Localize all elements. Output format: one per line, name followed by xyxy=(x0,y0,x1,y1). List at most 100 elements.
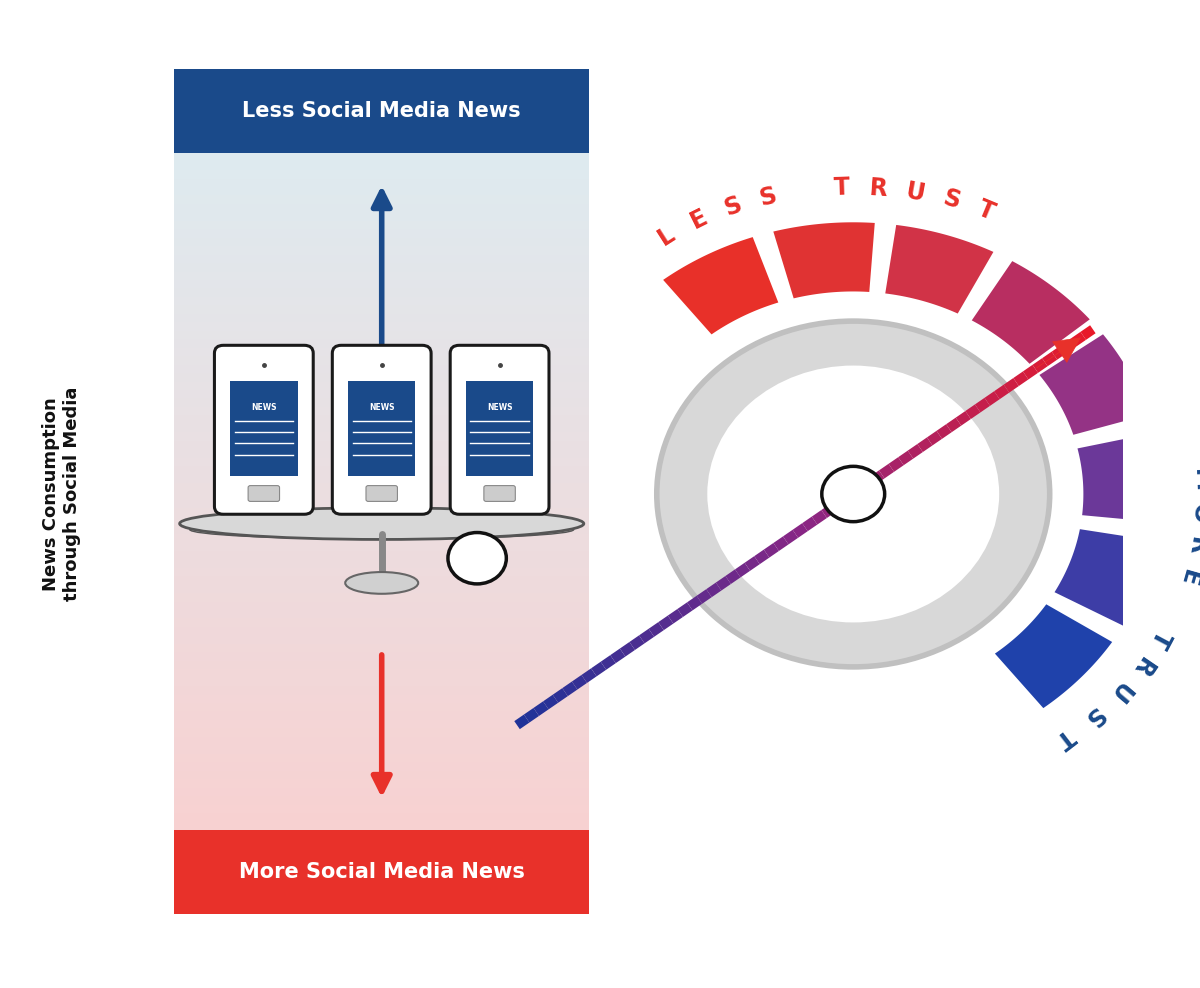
Bar xyxy=(174,737,589,745)
Bar xyxy=(466,380,533,476)
Bar xyxy=(174,466,589,474)
Circle shape xyxy=(448,533,506,584)
Polygon shape xyxy=(886,225,994,313)
Text: E: E xyxy=(686,206,712,234)
Bar xyxy=(174,669,589,678)
Text: U: U xyxy=(1104,677,1134,707)
Bar xyxy=(174,457,589,466)
Bar xyxy=(174,678,589,686)
Bar xyxy=(174,450,589,457)
Bar xyxy=(174,585,589,593)
Text: T: T xyxy=(833,176,850,201)
Bar xyxy=(174,745,589,754)
Text: S: S xyxy=(1079,701,1108,730)
Bar xyxy=(174,415,589,424)
Text: E: E xyxy=(1175,566,1200,589)
Bar xyxy=(174,424,589,433)
Bar xyxy=(174,204,589,212)
Bar xyxy=(174,821,589,830)
Bar xyxy=(174,771,589,780)
Text: NEWS: NEWS xyxy=(251,403,276,412)
Bar xyxy=(174,314,589,322)
Bar xyxy=(174,526,589,534)
Bar xyxy=(174,322,589,331)
Bar xyxy=(174,661,589,669)
Bar xyxy=(174,644,589,652)
Text: NEWS: NEWS xyxy=(487,403,512,412)
Ellipse shape xyxy=(180,508,583,539)
Text: News Consumption
through Social Media: News Consumption through Social Media xyxy=(42,387,82,601)
Bar xyxy=(174,559,589,568)
Text: S: S xyxy=(940,186,964,214)
Polygon shape xyxy=(1039,334,1148,435)
Bar xyxy=(174,179,589,187)
Bar xyxy=(174,238,589,246)
Bar xyxy=(348,380,415,476)
Bar xyxy=(174,754,589,763)
Bar xyxy=(174,618,589,627)
Bar xyxy=(174,593,589,602)
Polygon shape xyxy=(1055,530,1157,625)
FancyBboxPatch shape xyxy=(332,346,431,515)
Bar xyxy=(174,407,589,415)
Text: S: S xyxy=(720,193,745,221)
Circle shape xyxy=(707,366,1000,622)
Bar xyxy=(174,162,589,170)
Bar xyxy=(174,568,589,576)
Text: T: T xyxy=(1051,722,1079,752)
Text: U: U xyxy=(904,179,926,206)
Bar xyxy=(174,357,589,365)
Bar xyxy=(174,221,589,229)
Bar xyxy=(174,288,589,297)
Bar xyxy=(174,390,589,398)
Text: L: L xyxy=(654,221,679,250)
Text: R: R xyxy=(869,176,888,202)
Polygon shape xyxy=(995,605,1112,708)
Bar xyxy=(174,711,589,720)
Circle shape xyxy=(822,466,884,522)
Bar xyxy=(174,246,589,255)
Text: T: T xyxy=(1146,625,1175,651)
Bar xyxy=(174,348,589,357)
Bar xyxy=(174,728,589,737)
Bar xyxy=(174,69,589,153)
Bar xyxy=(174,263,589,272)
Bar xyxy=(174,255,589,263)
Bar xyxy=(174,491,589,500)
Bar xyxy=(174,796,589,804)
Bar xyxy=(174,509,589,517)
Ellipse shape xyxy=(346,572,418,594)
Bar xyxy=(174,474,589,483)
Bar xyxy=(174,398,589,407)
Bar xyxy=(174,170,589,179)
Bar xyxy=(174,272,589,280)
Bar xyxy=(174,534,589,542)
Bar xyxy=(174,212,589,221)
Text: R: R xyxy=(1183,535,1200,556)
Bar xyxy=(174,441,589,450)
Text: NEWS: NEWS xyxy=(368,403,395,412)
Bar xyxy=(174,542,589,550)
Bar xyxy=(174,804,589,813)
Bar xyxy=(230,380,298,476)
Bar xyxy=(174,500,589,509)
FancyBboxPatch shape xyxy=(366,486,397,502)
Bar xyxy=(174,365,589,373)
Bar xyxy=(174,830,589,914)
Bar xyxy=(174,703,589,711)
Bar xyxy=(174,339,589,348)
Bar xyxy=(174,483,589,491)
Bar xyxy=(174,517,589,526)
Bar xyxy=(174,780,589,787)
FancyBboxPatch shape xyxy=(248,486,280,502)
Bar xyxy=(174,652,589,661)
FancyBboxPatch shape xyxy=(450,346,548,515)
Bar xyxy=(174,153,589,162)
Polygon shape xyxy=(1078,433,1162,523)
FancyBboxPatch shape xyxy=(484,486,515,502)
Bar xyxy=(174,331,589,339)
Bar xyxy=(174,720,589,728)
Bar xyxy=(174,305,589,314)
Bar xyxy=(174,813,589,821)
Bar xyxy=(174,433,589,441)
